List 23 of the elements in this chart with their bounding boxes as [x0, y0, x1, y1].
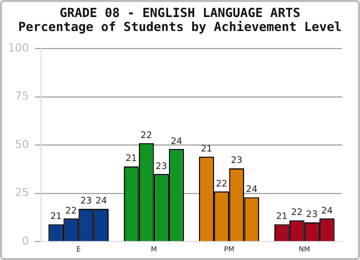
y-tick-label: 100	[8, 41, 29, 54]
series-label: 23	[156, 162, 168, 172]
y-tick-label: 25	[14, 186, 29, 200]
text: 24	[95, 196, 107, 207]
series-label: 21	[126, 154, 138, 164]
series-label: 22	[65, 206, 77, 216]
text: 23	[306, 210, 318, 220]
series-label: 24	[170, 136, 182, 147]
text: 22	[216, 179, 228, 190]
text: 23	[230, 156, 242, 166]
chart-subtitle: Percentage of Students by Achievement Level	[17, 19, 343, 34]
text: 22	[291, 208, 303, 218]
text: 21	[276, 212, 288, 222]
y-tick-label: 75	[14, 90, 29, 103]
text: 21	[50, 212, 62, 222]
text: 21	[200, 144, 212, 155]
y-tick-label: 0	[22, 234, 29, 248]
y-tick-label: 50	[14, 138, 29, 151]
text: 23	[80, 196, 92, 207]
text: 24	[246, 185, 258, 196]
chart-title: GRADE 08 - ENGLISH LANGUAGE ARTS	[58, 5, 302, 20]
text: 22	[140, 131, 152, 142]
text: 24	[321, 206, 333, 216]
